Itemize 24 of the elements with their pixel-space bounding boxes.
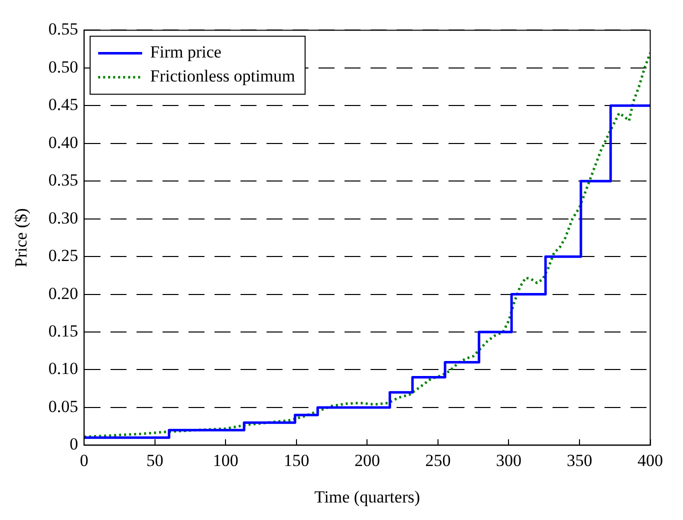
y-tick-label: 0.45: [48, 95, 78, 114]
legend-label: Firm price: [150, 42, 222, 62]
y-tick-label: 0.30: [48, 208, 78, 228]
y-tick-label: 0.15: [48, 321, 78, 340]
y-tick-label: 0.40: [48, 132, 78, 152]
x-tick-label: 50: [146, 450, 164, 470]
x-axis-title: Time (quarters): [314, 487, 420, 506]
y-tick-label: 0.05: [48, 396, 78, 416]
x-tick-label: 400: [638, 450, 663, 470]
y-tick-label: 0.55: [48, 20, 78, 39]
x-tick-label: 300: [496, 450, 522, 470]
x-tick-label: 150: [284, 450, 310, 470]
legend-label: Frictionless optimum: [150, 66, 296, 86]
x-tick-label: 350: [566, 450, 592, 470]
y-tick-label: 0.20: [48, 284, 78, 303]
y-tick-label: 0.10: [48, 359, 78, 378]
y-tick-label: 0.25: [48, 246, 78, 266]
y-axis-title: Price ($): [12, 208, 31, 268]
x-tick-label: 250: [425, 450, 451, 470]
x-tick-label: 200: [354, 450, 380, 470]
x-tick-label: 100: [212, 450, 238, 470]
y-tick-label: 0.50: [48, 57, 78, 76]
y-tick-label: 0.35: [48, 170, 78, 190]
y-tick-label: 0: [70, 434, 78, 454]
